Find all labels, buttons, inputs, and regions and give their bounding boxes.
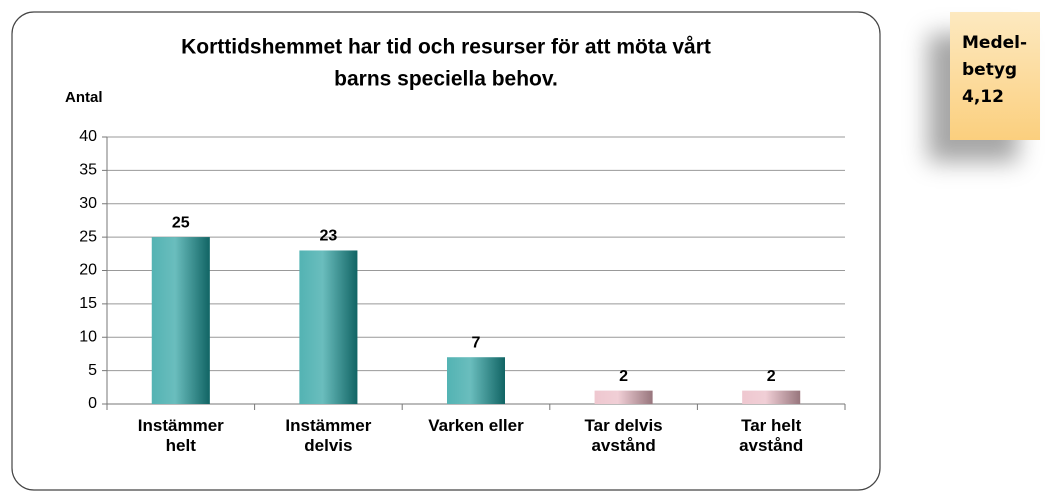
y-tick-label: 5: [88, 362, 97, 379]
x-tick-label: Instämmer delvis: [285, 416, 372, 455]
value-label: 25: [172, 214, 190, 231]
bar-shade: [151, 237, 210, 404]
chart-title-source: Korttidshemmet har tid och resurser för …: [0, 0, 34, 1]
y-tick-label: 0: [88, 395, 97, 412]
y-tick-label: 30: [79, 195, 97, 212]
x-tick-label: Instämmer helt: [137, 416, 224, 455]
chart-title: Korttidshemmet har tid och resurser för …: [181, 36, 711, 59]
y-axis-label: Antal: [65, 89, 103, 106]
bar-shade: [742, 390, 801, 404]
value-label: 23: [320, 228, 338, 245]
y-tick-label: 35: [79, 162, 97, 179]
y-tick-label: 40: [79, 128, 97, 145]
x-tick-label: Tar delvis avstånd: [584, 416, 663, 455]
bar-shade: [594, 390, 653, 404]
x-tick-label: Varken eller: [428, 416, 524, 435]
y-tick-label: 10: [79, 328, 97, 345]
value-label: 2: [767, 368, 776, 385]
y-tick-label: 20: [79, 262, 97, 279]
chart-title: barns speciella behov.: [334, 68, 558, 91]
y-tick-label: 25: [79, 228, 97, 245]
bar-shade: [299, 250, 358, 404]
value-label: 2: [619, 368, 628, 385]
bar-shade: [447, 357, 505, 404]
x-tick-label: Tar helt avstånd: [739, 416, 804, 455]
value-label: 7: [472, 334, 481, 351]
y-tick-label: 15: [79, 295, 97, 312]
average-note: Medel- betyg 4,12: [950, 12, 1040, 140]
